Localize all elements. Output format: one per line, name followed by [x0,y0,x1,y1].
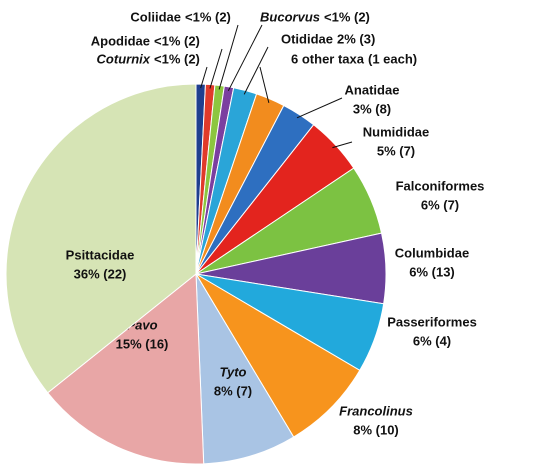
slice-label: Passeriformes [387,314,477,329]
slice-label: Otididae [281,31,333,46]
slice-label: Coliidae [130,9,181,24]
slice-value: <1% (2) [154,33,200,48]
slice-label: Anatidae [345,82,400,97]
slice-label: 6 other taxa [291,51,365,66]
slice-label: Francolinus [339,403,413,418]
leader-line [210,49,222,89]
slice-label: Tyto [220,364,247,379]
chart: Coturnix<1% (2)Apodidae<1% (2)Coliidae<1… [0,0,536,475]
slice-label: Psittacidae [66,247,135,262]
slice-value: 6% (4) [413,333,451,348]
slice-label: Apodidae [91,33,150,48]
leader-line [219,25,238,89]
slice-value: (1 each) [368,51,417,66]
slice-value: 6% (13) [409,264,455,279]
slice-value: <1% (2) [324,9,370,24]
slice-value: 5% (7) [377,143,415,158]
slice-value: 6% (7) [421,197,459,212]
leader-line [244,47,268,94]
slice-label: Falconiformes [396,178,485,193]
slice-label: Coturnix [97,51,151,66]
slice-value: 3% (8) [353,101,391,116]
slice-label: Bucorvus [260,9,320,24]
slice-label: Columbidae [395,245,469,260]
leader-line [228,25,262,91]
page: {"chart_data": {"type": "pie", "categori… [0,0,536,475]
slice-value: <1% (2) [154,51,200,66]
slice-value: 36% (22) [74,266,127,281]
slice-value: <1% (2) [185,9,231,24]
slice-value: 2% (3) [337,31,375,46]
slice-label: Numididae [363,124,429,139]
leader-line [297,98,342,118]
slice-value: 8% (10) [353,422,399,437]
slice-value: 15% (16) [116,336,169,351]
slice-value: 8% (7) [214,383,252,398]
